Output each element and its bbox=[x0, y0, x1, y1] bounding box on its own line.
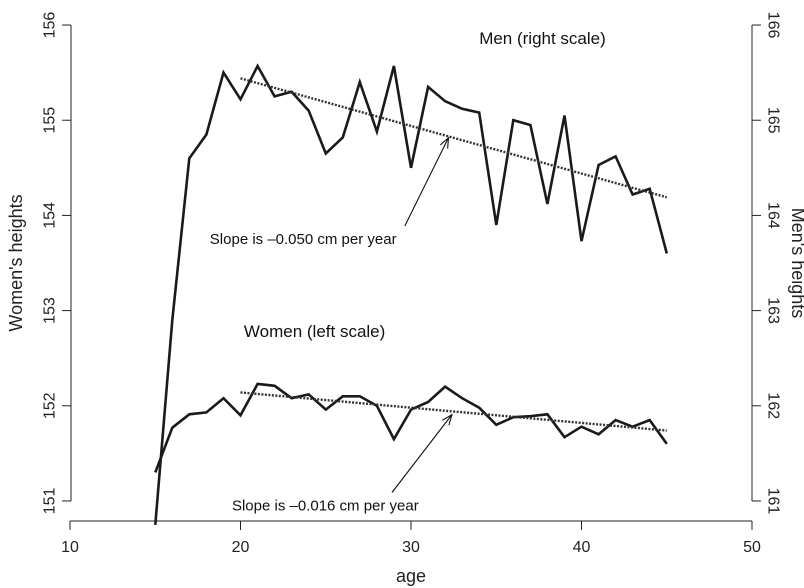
right-y-tick-label: 161 bbox=[764, 488, 781, 515]
women-series-line bbox=[154, 382, 668, 473]
slope-annotation: Slope is –0.016 cm per year bbox=[232, 497, 419, 514]
women-trend-line bbox=[240, 391, 667, 432]
right-y-tick-label: 165 bbox=[764, 107, 781, 134]
slope-annotation: Slope is –0.050 cm per year bbox=[210, 231, 397, 248]
men-series-line bbox=[154, 63, 669, 525]
x-tick-label: 50 bbox=[743, 539, 761, 556]
axes bbox=[70, 25, 753, 522]
arrow-head bbox=[442, 413, 453, 426]
right-y-tick-label: 164 bbox=[764, 202, 781, 229]
left-y-tick-label: 153 bbox=[42, 297, 59, 324]
tick-marks bbox=[62, 24, 761, 530]
annotation-arrow bbox=[404, 137, 450, 227]
series-label: Men (right scale) bbox=[479, 29, 606, 48]
men-trend-line bbox=[240, 77, 668, 199]
series-label: Women (left scale) bbox=[244, 322, 385, 341]
right-y-tick-label: 166 bbox=[764, 12, 781, 39]
right-y-axis-label: Men's heights bbox=[788, 208, 804, 319]
x-axis-label: age bbox=[396, 566, 426, 586]
x-tick-label: 20 bbox=[232, 539, 250, 556]
x-tick-label: 30 bbox=[402, 539, 420, 556]
annotation-layer: Men (right scale) Women (left scale) Slope… bbox=[210, 29, 606, 514]
x-tick-label: 40 bbox=[573, 539, 591, 556]
annotation-arrow bbox=[391, 414, 453, 493]
left-y-axis-label: Women's heights bbox=[6, 194, 26, 331]
tick-labels: 10 20 30 40 50 151 152 153 154 155 156 161 162 163 164… bbox=[42, 12, 782, 556]
x-tick-label: 10 bbox=[61, 539, 79, 556]
left-y-tick-label: 152 bbox=[42, 392, 59, 419]
left-y-tick-label: 156 bbox=[42, 12, 59, 39]
left-y-tick-label: 154 bbox=[42, 202, 59, 229]
left-y-tick-label: 155 bbox=[42, 107, 59, 134]
trend-layer bbox=[240, 77, 668, 432]
right-y-tick-label: 162 bbox=[764, 392, 781, 419]
arrow-head bbox=[439, 136, 450, 149]
right-y-tick-label: 163 bbox=[764, 297, 781, 324]
series-layer bbox=[154, 63, 669, 525]
left-y-tick-label: 151 bbox=[42, 488, 59, 515]
